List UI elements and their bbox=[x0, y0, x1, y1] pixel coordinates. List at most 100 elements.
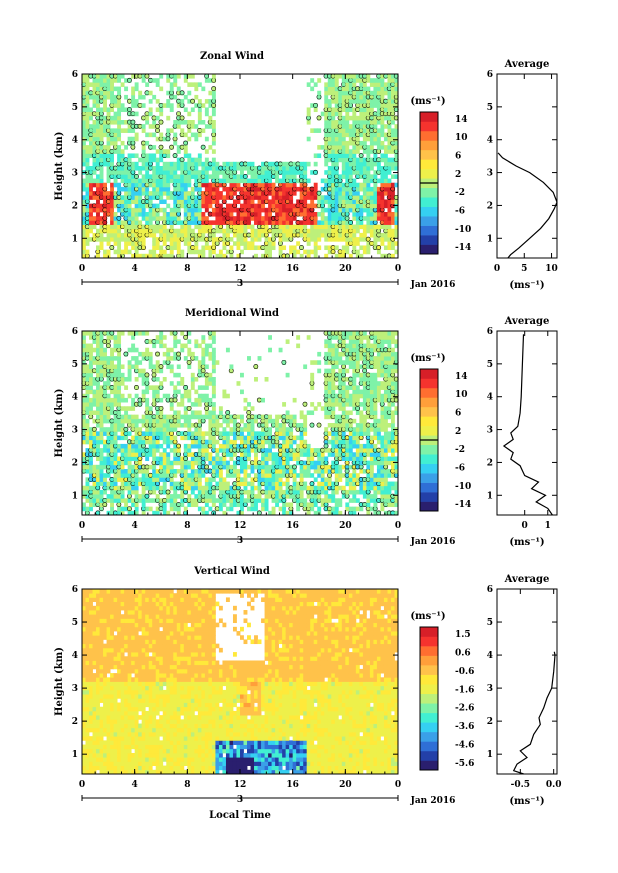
heatmap-cell bbox=[131, 448, 136, 453]
heatmap-cell bbox=[127, 99, 132, 104]
heatmap-cell bbox=[394, 174, 399, 179]
heatmap-cell bbox=[106, 469, 111, 474]
profile-y-tick-label: 1 bbox=[487, 234, 493, 244]
heatmap-cell bbox=[99, 82, 104, 87]
colorbar-unit: (ms⁻¹) bbox=[410, 96, 445, 107]
heatmap-cell bbox=[211, 389, 216, 395]
heatmap-cell bbox=[331, 149, 336, 154]
heatmap-cell bbox=[145, 153, 150, 159]
heatmap-cell bbox=[194, 178, 199, 184]
heatmap-cell bbox=[82, 99, 86, 104]
heatmap-cell bbox=[338, 132, 343, 138]
heatmap-cell bbox=[369, 207, 374, 213]
heatmap-cell bbox=[89, 174, 93, 179]
heatmap-cell bbox=[113, 452, 118, 457]
contour-loop bbox=[200, 144, 206, 150]
heatmap-cell bbox=[106, 249, 111, 255]
heatmap-cell bbox=[131, 485, 136, 491]
heatmap-cell bbox=[183, 153, 188, 159]
heatmap-cell bbox=[148, 410, 153, 416]
heatmap-cell bbox=[162, 224, 167, 230]
heatmap-cell bbox=[355, 90, 360, 96]
heatmap-cell bbox=[197, 182, 202, 188]
contour-loop bbox=[134, 385, 139, 390]
heatmap-cell bbox=[240, 203, 244, 209]
heatmap-cell bbox=[359, 132, 364, 138]
profile-y-tick-label: 6 bbox=[487, 70, 493, 80]
heatmap-cell bbox=[383, 90, 388, 96]
heatmap-cell bbox=[124, 481, 129, 487]
heatmap-cell bbox=[355, 182, 360, 188]
heatmap-cell bbox=[145, 166, 150, 171]
heatmap-cell bbox=[162, 228, 167, 234]
heatmap-cell bbox=[106, 435, 111, 441]
heatmap-cell bbox=[197, 435, 202, 441]
heatmap-cell bbox=[117, 174, 122, 179]
heatmap-cell bbox=[117, 372, 122, 378]
heatmap-cell bbox=[162, 199, 167, 205]
heatmap-cell bbox=[225, 224, 230, 230]
heatmap-cell bbox=[138, 103, 143, 108]
heatmap-cell bbox=[355, 140, 360, 146]
heatmap-cell bbox=[215, 166, 220, 171]
heatmap-cell bbox=[285, 216, 290, 221]
heatmap-cell bbox=[355, 199, 360, 205]
heatmap-cell bbox=[275, 220, 280, 225]
heatmap-cell bbox=[327, 174, 332, 179]
heatmap-cell bbox=[92, 473, 97, 478]
heatmap-cell bbox=[229, 212, 234, 217]
heatmap-cell bbox=[394, 161, 399, 167]
heatmap-cell bbox=[204, 347, 209, 353]
heatmap-cell bbox=[383, 132, 388, 138]
heatmap-cell bbox=[229, 498, 234, 503]
heatmap-cell bbox=[113, 94, 118, 100]
heatmap-cell bbox=[208, 161, 213, 167]
heatmap-cell bbox=[155, 385, 160, 390]
heatmap-cell bbox=[134, 464, 139, 470]
heatmap-cell bbox=[218, 481, 223, 487]
heatmap-cell bbox=[201, 128, 206, 133]
heatmap-cell bbox=[96, 90, 100, 96]
heatmap-cell bbox=[362, 136, 367, 142]
heatmap-cell bbox=[106, 94, 111, 100]
heatmap-cell bbox=[369, 149, 374, 154]
heatmap-cell bbox=[166, 439, 171, 445]
heatmap-cell bbox=[341, 74, 346, 79]
heatmap-cell bbox=[317, 245, 322, 251]
heatmap-cell bbox=[257, 245, 262, 251]
heatmap-cell bbox=[145, 161, 150, 167]
heatmap-cell bbox=[103, 157, 107, 163]
heatmap-cell bbox=[141, 145, 146, 150]
heatmap-cell bbox=[169, 464, 174, 470]
contour-loop bbox=[190, 98, 196, 104]
contour-loop bbox=[365, 236, 371, 242]
heatmap-cell bbox=[394, 78, 399, 83]
heatmap-cell bbox=[257, 203, 262, 209]
heatmap-cell bbox=[162, 506, 167, 512]
heatmap-cell bbox=[148, 212, 153, 217]
heatmap-cell bbox=[92, 166, 97, 171]
heatmap-cell bbox=[103, 414, 107, 420]
heatmap-cell bbox=[380, 86, 385, 92]
heatmap-cell bbox=[194, 356, 199, 361]
heatmap-cell bbox=[117, 203, 122, 209]
heatmap-cell bbox=[96, 103, 100, 108]
heatmap-cell bbox=[383, 153, 388, 159]
heatmap-cell bbox=[176, 485, 181, 491]
heatmap-cell bbox=[250, 423, 255, 428]
heatmap-cell bbox=[380, 232, 385, 238]
heatmap-cell bbox=[173, 469, 178, 474]
heatmap-cell bbox=[376, 166, 381, 171]
heatmap-cell bbox=[134, 207, 139, 213]
heatmap-cell bbox=[82, 431, 86, 436]
heatmap-cell bbox=[327, 245, 332, 251]
heatmap-cell bbox=[211, 161, 216, 167]
heatmap-cell bbox=[99, 132, 104, 138]
heatmap-cell bbox=[338, 115, 343, 121]
heatmap-cell bbox=[99, 94, 104, 100]
heatmap-cell bbox=[229, 191, 234, 196]
heatmap-cell bbox=[169, 406, 174, 411]
heatmap-cell bbox=[324, 86, 329, 92]
heatmap-cell bbox=[225, 237, 230, 242]
heatmap-cell bbox=[152, 477, 157, 482]
